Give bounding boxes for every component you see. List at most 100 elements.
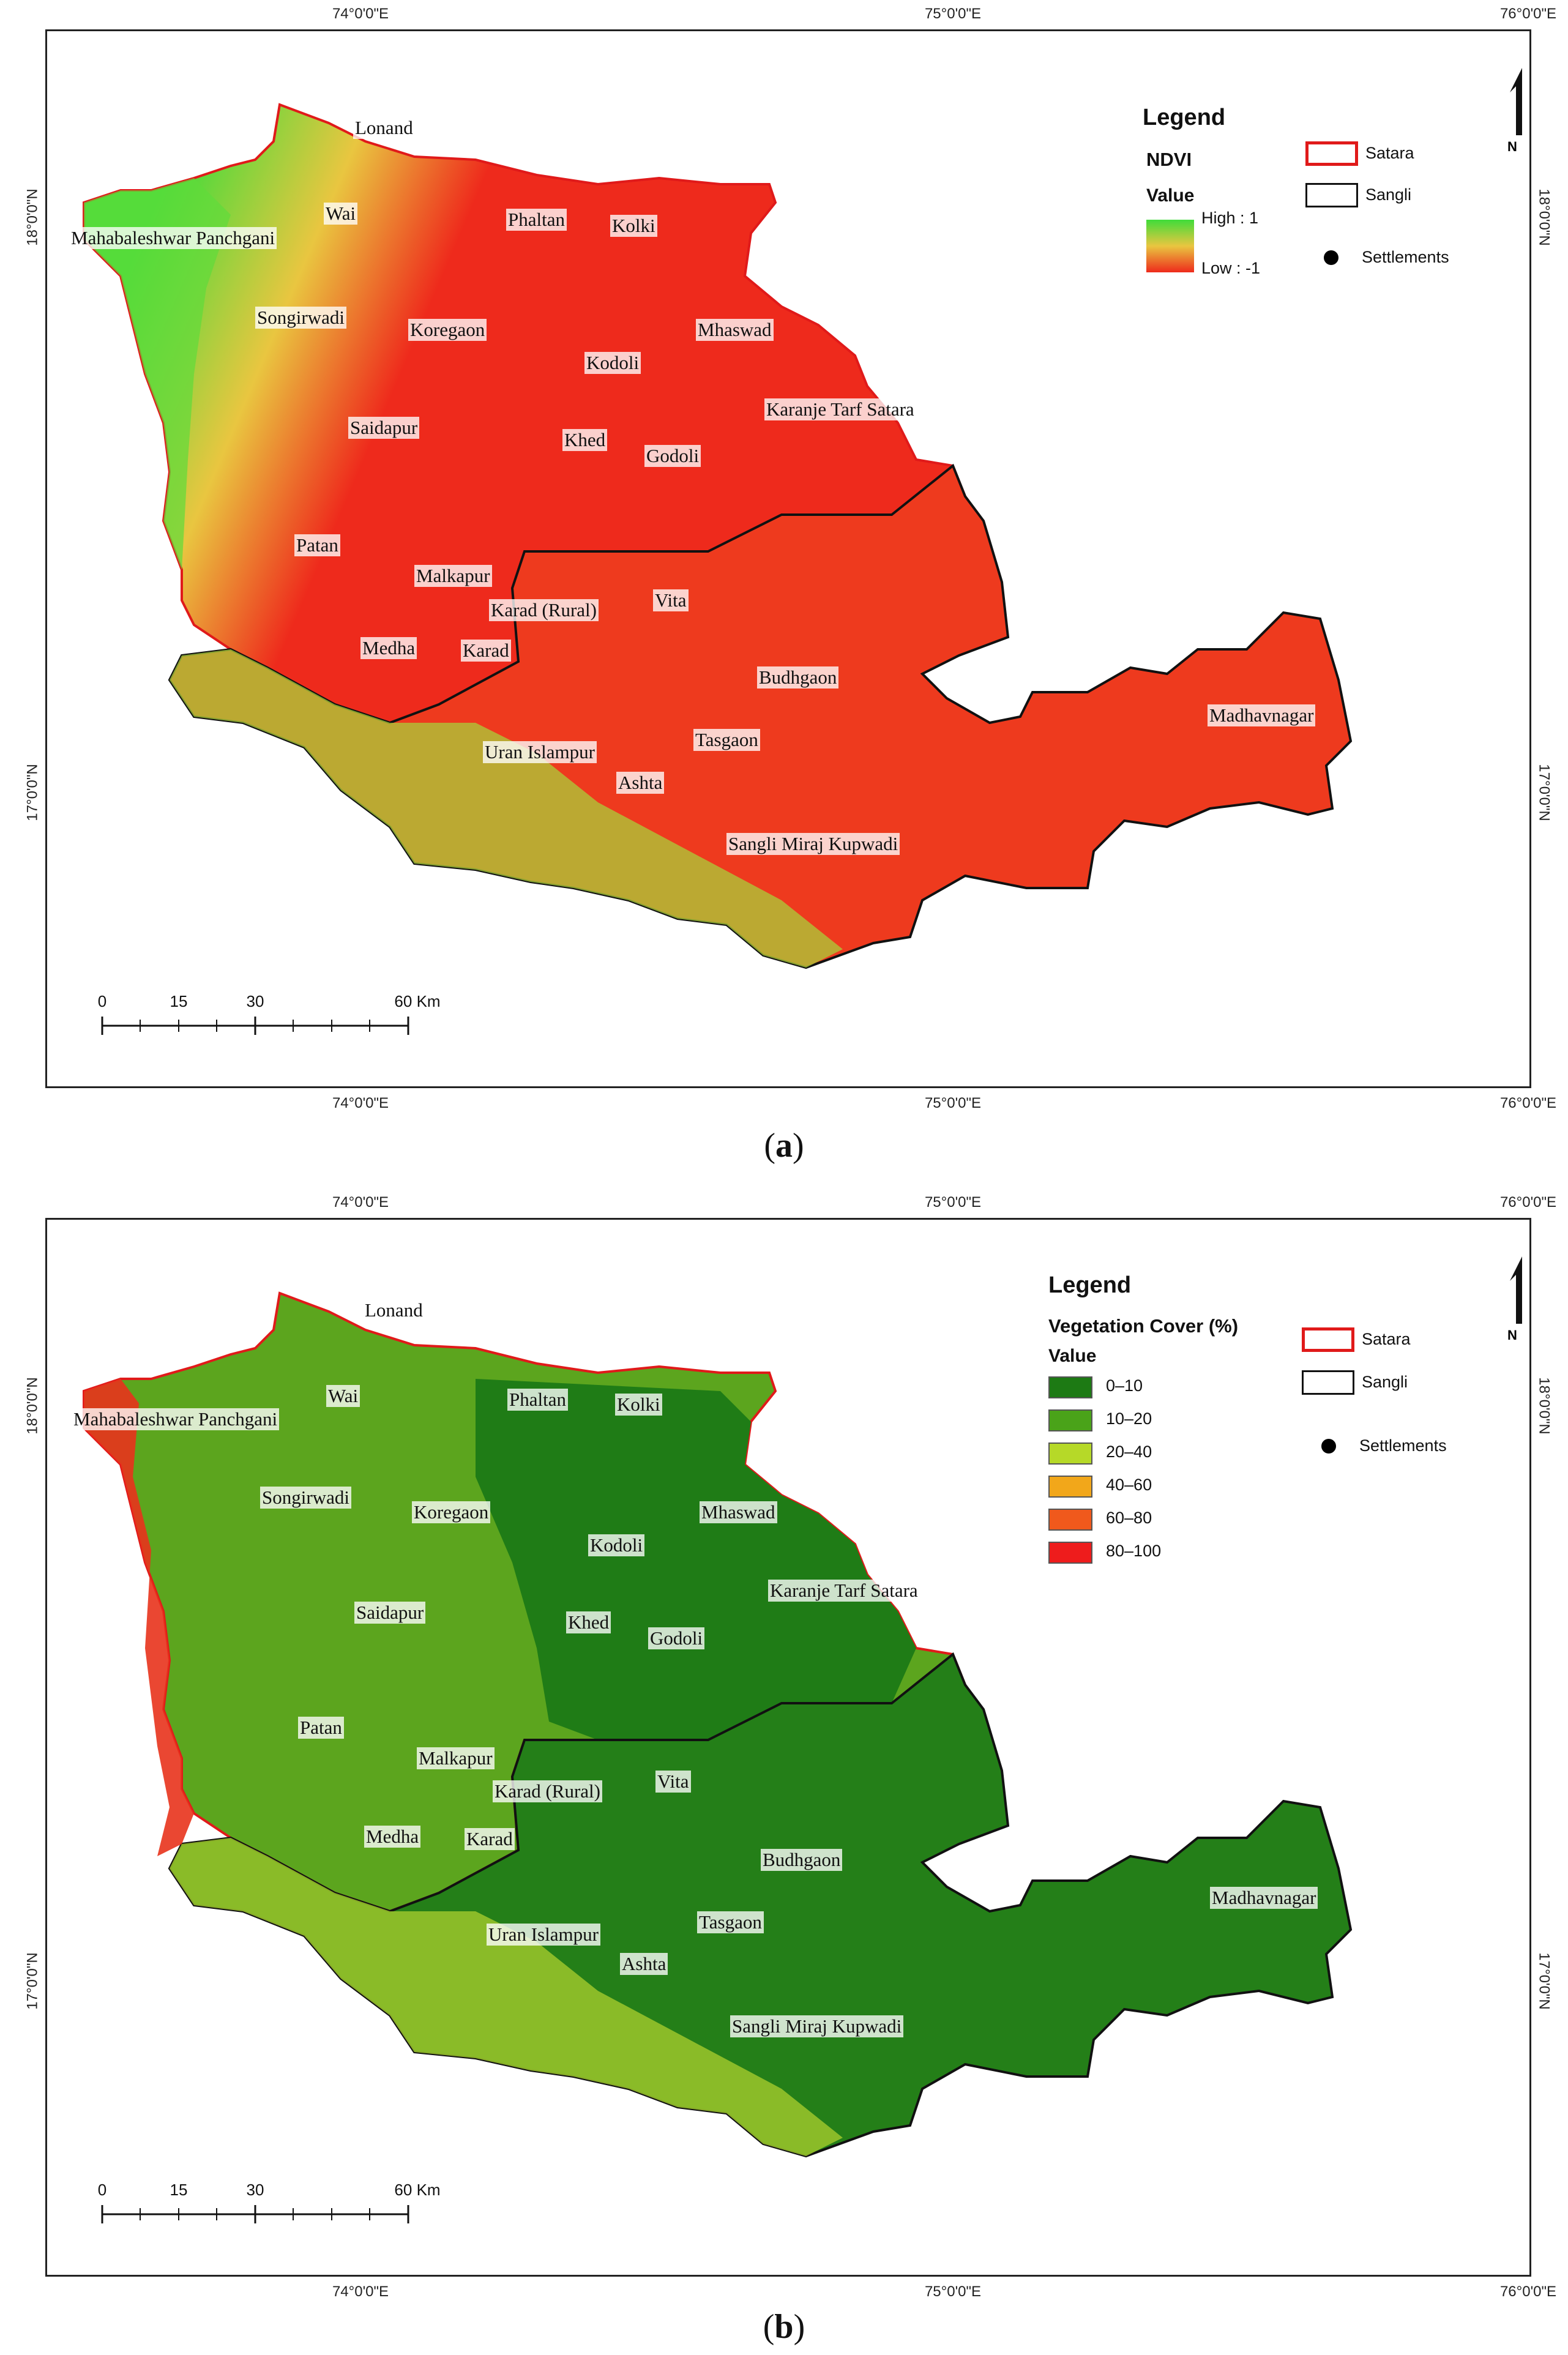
settlement-symbol (1324, 250, 1338, 265)
ndvi-legend: Legend (1143, 105, 1225, 131)
place-medha: Medha (364, 1826, 421, 1848)
legend-class-40-60: 40–60 (1106, 1476, 1152, 1494)
right-tick-17n: 17°0'0"N (1536, 1952, 1553, 2010)
place-mhaswad: Mhaswad (700, 1501, 777, 1523)
place-kolki: Kolki (615, 1394, 662, 1416)
legend-swatch-10-20 (1048, 1409, 1092, 1431)
sangli-boundary-swatch (1302, 1370, 1354, 1395)
sangli-green-zone (170, 649, 843, 968)
satara-dense-zone (476, 1379, 916, 1740)
legend-settlements: Settlements (1362, 248, 1449, 266)
legend-sangli: Sangli (1362, 1373, 1408, 1391)
place-kolki: Kolki (610, 215, 657, 237)
place-kodoli: Kodoli (584, 352, 641, 374)
place-vita: Vita (655, 1771, 691, 1793)
north-arrow (1510, 1256, 1522, 1324)
legend-low: Low : -1 (1201, 259, 1261, 277)
scale-label-60: 60 Km (394, 2181, 441, 2199)
bottom-tick-74e: 74°0'0"E (332, 2283, 389, 2300)
scale-label-30: 30 (246, 2181, 264, 2199)
place-tasgaon: Tasgaon (693, 729, 760, 751)
top-tick-76e: 76°0'0"E (1499, 6, 1557, 22)
north-arrow (1510, 68, 1522, 135)
legend-class-60-80: 60–80 (1106, 1509, 1152, 1527)
bottom-tick-76e: 76°0'0"E (1499, 1095, 1557, 1111)
left-tick-17n: 17°0'0"N (24, 764, 41, 821)
top-tick-76e: 76°0'0"E (1499, 1194, 1557, 1211)
caption-a-close: ) (793, 1127, 804, 1165)
place-vita: Vita (653, 589, 689, 611)
satara-boundary-swatch (1302, 1327, 1354, 1352)
top-tick-75e: 75°0'0"E (924, 6, 982, 22)
place-karad: Karad (465, 1828, 515, 1850)
ndvi-legend-gradient (1146, 220, 1194, 272)
left-tick-18n: 18°0'0"N (24, 188, 41, 246)
sangli-mixed-zone (170, 1838, 843, 2156)
legend-title: Legend (1143, 105, 1226, 130)
right-tick-18n: 18°0'0"N (1536, 1377, 1553, 1435)
scale-label-30: 30 (246, 992, 264, 1010)
legend-class-20-40: 20–40 (1106, 1442, 1152, 1461)
ndvi-map-panel: 74°0'0"E 75°0'0"E 76°0'0"E 74°0'0"E 75°0… (24, 6, 1556, 1111)
north-label: N (1507, 139, 1517, 154)
vegetation-cover-map-panel: 74°0'0"E 75°0'0"E 76°0'0"E 74°0'0"E 75°0… (24, 1194, 1556, 2300)
place-wai: Wai (326, 1385, 360, 1407)
bottom-tick-75e: 75°0'0"E (924, 2283, 982, 2300)
left-tick-18n: 18°0'0"N (24, 1377, 41, 1435)
place-ashta: Ashta (620, 1953, 668, 1975)
place-mahabaleshwar: Mahabaleshwar Panchgani (69, 227, 277, 249)
caption-a-open: ( (764, 1127, 775, 1165)
settlement-symbol (1321, 1439, 1336, 1454)
place-saidapur: Saidapur (354, 1602, 426, 1624)
place-malkapur: Malkapur (414, 565, 492, 587)
place-mahabaleshwar: Mahabaleshwar Panchgani (72, 1408, 280, 1430)
place-sangli-miraj: Sangli Miraj Kupwadi (730, 2015, 904, 2037)
place-tasgaon: Tasgaon (697, 1911, 764, 1933)
place-medha: Medha (360, 637, 417, 659)
legend-swatch-80-100 (1048, 1542, 1092, 1564)
legend-value-label: Value (1146, 185, 1195, 206)
scale-label-60: 60 Km (394, 992, 441, 1010)
legend-swatch-20-40 (1048, 1442, 1092, 1465)
caption-b-close: ) (793, 2308, 805, 2346)
left-tick-17n: 17°0'0"N (24, 1952, 41, 2010)
caption-b-letter: b (774, 2308, 794, 2346)
place-khed: Khed (562, 429, 608, 451)
place-phaltan: Phaltan (507, 1389, 568, 1411)
caption-a: (a) (0, 1126, 1568, 1165)
scale-bar (101, 1017, 409, 1035)
legend-swatch-40-60 (1048, 1476, 1092, 1498)
legend-swatch-60-80 (1048, 1509, 1092, 1531)
north-label: N (1507, 1327, 1517, 1343)
place-saidapur: Saidapur (348, 417, 420, 439)
legend-class-80-100: 80–100 (1106, 1542, 1162, 1560)
caption-a-letter: a (775, 1127, 793, 1165)
top-tick-74e: 74°0'0"E (332, 1194, 389, 1211)
legend-satara: Satara (1365, 144, 1414, 162)
bottom-tick-76e: 76°0'0"E (1499, 2283, 1557, 2300)
place-kodoli: Kodoli (588, 1534, 645, 1556)
top-tick-75e: 75°0'0"E (924, 1194, 982, 1211)
legend-subtitle: Vegetation Cover (%) (1048, 1315, 1239, 1337)
place-karanje: Karanje Tarf Satara (768, 1580, 920, 1602)
satara-western-forest (84, 178, 231, 570)
satara-boundary-swatch (1305, 141, 1358, 166)
sangli-boundary-swatch (1305, 183, 1358, 207)
legend-satara: Satara (1362, 1330, 1411, 1348)
place-karad-rural: Karad (Rural) (493, 1780, 602, 1802)
scale-label-0: 0 (97, 992, 107, 1010)
bottom-tick-75e: 75°0'0"E (924, 1095, 982, 1111)
place-songirwadi: Songirwadi (260, 1487, 351, 1509)
place-malkapur: Malkapur (417, 1747, 495, 1769)
place-songirwadi: Songirwadi (255, 307, 346, 329)
scale-label-0: 0 (97, 2181, 107, 2199)
place-patan: Patan (298, 1717, 344, 1739)
place-uran-islampur: Uran Islampur (483, 741, 597, 763)
place-sangli-miraj: Sangli Miraj Kupwadi (726, 833, 900, 855)
scale-label-15: 15 (170, 992, 188, 1010)
legend-high: High : 1 (1201, 209, 1259, 227)
place-karad-rural: Karad (Rural) (489, 599, 599, 621)
place-budhgaon: Budhgaon (761, 1849, 843, 1871)
place-karad: Karad (461, 640, 511, 662)
place-wai: Wai (324, 203, 358, 225)
